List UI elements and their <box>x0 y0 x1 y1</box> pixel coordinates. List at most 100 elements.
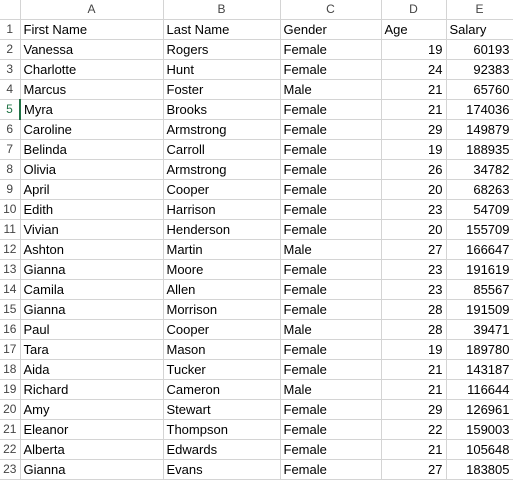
column-header-e[interactable]: E <box>446 0 513 20</box>
cell-d[interactable]: 20 <box>381 219 447 240</box>
cell-d[interactable]: 23 <box>381 279 447 300</box>
cell-e[interactable]: 85567 <box>446 279 513 300</box>
row-header[interactable]: 3 <box>0 59 21 80</box>
cell-d[interactable]: 21 <box>381 379 447 400</box>
row-header[interactable]: 20 <box>0 399 21 420</box>
cell-e[interactable]: 174036 <box>446 99 513 120</box>
cell-a[interactable]: Belinda <box>20 139 164 160</box>
cell-a[interactable]: Edith <box>20 199 164 220</box>
cell-d[interactable]: 28 <box>381 319 447 340</box>
cell-e[interactable]: 68263 <box>446 179 513 200</box>
cell-d[interactable]: 28 <box>381 299 447 320</box>
cell-b[interactable]: Allen <box>163 279 281 300</box>
cell-e[interactable]: 143187 <box>446 359 513 380</box>
cell-b[interactable]: Cooper <box>163 319 281 340</box>
cell-e[interactable]: 126961 <box>446 399 513 420</box>
cell-c[interactable]: Gender <box>280 19 382 40</box>
row-header[interactable]: 21 <box>0 419 21 440</box>
cell-a[interactable]: Gianna <box>20 459 164 480</box>
cell-a[interactable]: Amy <box>20 399 164 420</box>
cell-c[interactable]: Female <box>280 439 382 460</box>
cell-c[interactable]: Female <box>280 199 382 220</box>
cell-e[interactable]: 105648 <box>446 439 513 460</box>
cell-b[interactable]: Harrison <box>163 199 281 220</box>
row-header[interactable]: 2 <box>0 39 21 60</box>
row-header[interactable]: 6 <box>0 119 21 140</box>
cell-a[interactable]: Myra <box>20 99 164 120</box>
cell-b[interactable]: Henderson <box>163 219 281 240</box>
cell-c[interactable]: Female <box>280 279 382 300</box>
cell-e[interactable]: 191509 <box>446 299 513 320</box>
column-header-b[interactable]: B <box>163 0 281 20</box>
cell-c[interactable]: Female <box>280 299 382 320</box>
cell-a[interactable]: Alberta <box>20 439 164 460</box>
column-header-a[interactable]: A <box>20 0 164 20</box>
cell-c[interactable]: Male <box>280 379 382 400</box>
cell-e[interactable]: 183805 <box>446 459 513 480</box>
column-header-c[interactable]: C <box>280 0 382 20</box>
cell-c[interactable]: Female <box>280 179 382 200</box>
cell-b[interactable]: Armstrong <box>163 159 281 180</box>
cell-d[interactable]: 24 <box>381 59 447 80</box>
row-header[interactable]: 12 <box>0 239 21 260</box>
cell-b[interactable]: Last Name <box>163 19 281 40</box>
cell-c[interactable]: Male <box>280 79 382 100</box>
row-header[interactable]: 11 <box>0 219 21 240</box>
cell-c[interactable]: Female <box>280 39 382 60</box>
cell-d[interactable]: 19 <box>381 339 447 360</box>
cell-d[interactable]: 27 <box>381 239 447 260</box>
cell-d[interactable]: 19 <box>381 139 447 160</box>
cell-e[interactable]: 116644 <box>446 379 513 400</box>
row-header[interactable]: 1 <box>0 19 21 40</box>
cell-a[interactable]: Camila <box>20 279 164 300</box>
row-header[interactable]: 19 <box>0 379 21 400</box>
cell-c[interactable]: Male <box>280 239 382 260</box>
row-header[interactable]: 15 <box>0 299 21 320</box>
cell-e[interactable]: 39471 <box>446 319 513 340</box>
cell-b[interactable]: Rogers <box>163 39 281 60</box>
cell-d[interactable]: 21 <box>381 99 447 120</box>
cell-c[interactable]: Female <box>280 139 382 160</box>
cell-e[interactable]: Salary <box>446 19 513 40</box>
cell-c[interactable]: Female <box>280 99 382 120</box>
row-header[interactable]: 10 <box>0 199 21 220</box>
cell-b[interactable]: Cameron <box>163 379 281 400</box>
cell-d[interactable]: Age <box>381 19 447 40</box>
cell-b[interactable]: Hunt <box>163 59 281 80</box>
cell-b[interactable]: Thompson <box>163 419 281 440</box>
row-header[interactable]: 4 <box>0 79 21 100</box>
cell-b[interactable]: Moore <box>163 259 281 280</box>
cell-d[interactable]: 21 <box>381 359 447 380</box>
cell-b[interactable]: Tucker <box>163 359 281 380</box>
cell-d[interactable]: 27 <box>381 459 447 480</box>
cell-c[interactable]: Female <box>280 359 382 380</box>
cell-a[interactable]: Eleanor <box>20 419 164 440</box>
cell-b[interactable]: Carroll <box>163 139 281 160</box>
row-header[interactable]: 9 <box>0 179 21 200</box>
cell-b[interactable]: Morrison <box>163 299 281 320</box>
cell-a[interactable]: Paul <box>20 319 164 340</box>
cell-c[interactable]: Male <box>280 319 382 340</box>
row-header[interactable]: 13 <box>0 259 21 280</box>
cell-d[interactable]: 23 <box>381 259 447 280</box>
cell-e[interactable]: 34782 <box>446 159 513 180</box>
cell-c[interactable]: Female <box>280 419 382 440</box>
cell-a[interactable]: Olivia <box>20 159 164 180</box>
cell-a[interactable]: Tara <box>20 339 164 360</box>
cell-c[interactable]: Female <box>280 399 382 420</box>
cell-b[interactable]: Armstrong <box>163 119 281 140</box>
cell-b[interactable]: Edwards <box>163 439 281 460</box>
cell-d[interactable]: 21 <box>381 439 447 460</box>
row-header[interactable]: 8 <box>0 159 21 180</box>
row-header[interactable]: 23 <box>0 459 21 480</box>
cell-a[interactable]: Vanessa <box>20 39 164 60</box>
cell-e[interactable]: 191619 <box>446 259 513 280</box>
cell-b[interactable]: Cooper <box>163 179 281 200</box>
cell-e[interactable]: 166647 <box>446 239 513 260</box>
cell-a[interactable]: First Name <box>20 19 164 40</box>
row-header[interactable]: 17 <box>0 339 21 360</box>
row-header[interactable]: 22 <box>0 439 21 460</box>
cell-e[interactable]: 188935 <box>446 139 513 160</box>
row-header[interactable]: 14 <box>0 279 21 300</box>
cell-c[interactable]: Female <box>280 159 382 180</box>
